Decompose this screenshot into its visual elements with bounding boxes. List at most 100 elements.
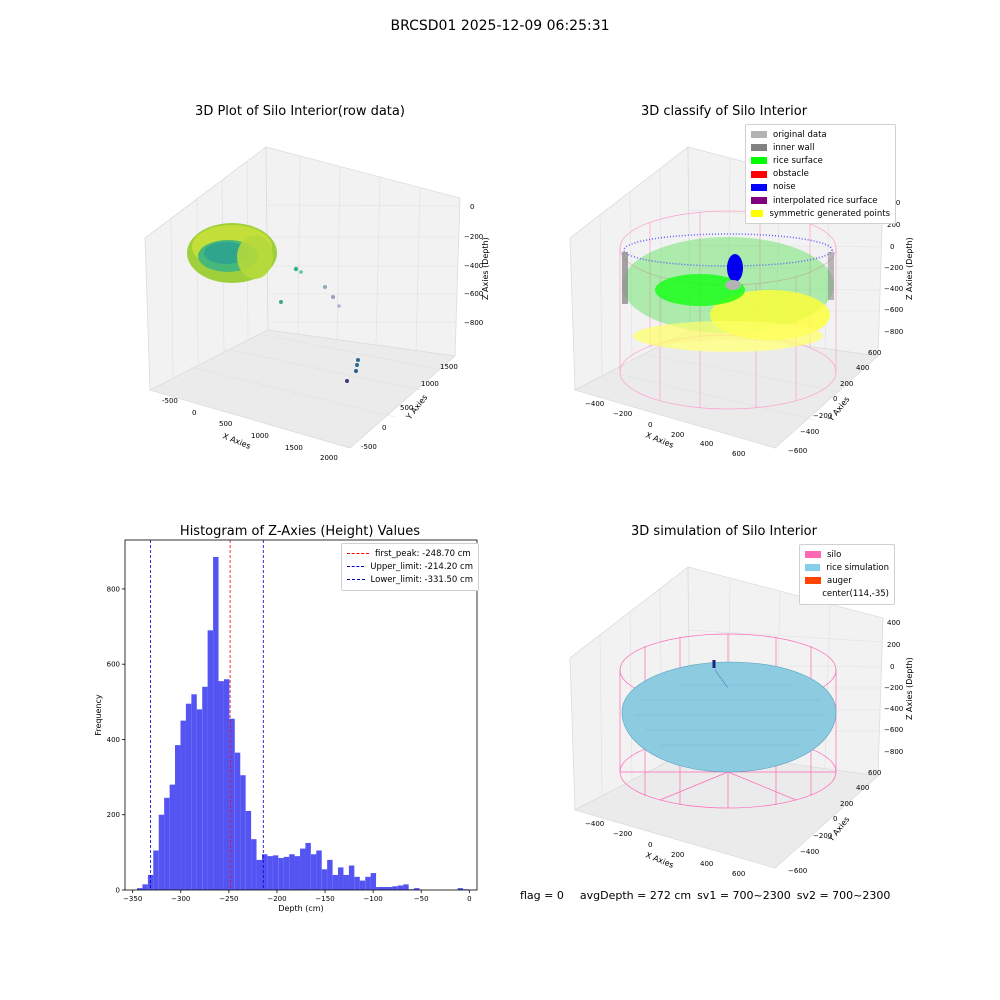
histogram-bar bbox=[283, 856, 290, 890]
raw-z-axis-label: Z Axies (Depth) bbox=[481, 237, 490, 300]
legend-item: silo bbox=[805, 548, 889, 561]
legend-item: rice simulation bbox=[805, 561, 889, 574]
histogram-bars bbox=[137, 556, 469, 890]
legend-label: first_peak: -248.70 cm bbox=[375, 548, 471, 559]
x-tick-label: 0 bbox=[192, 409, 196, 417]
histogram-bar bbox=[370, 873, 377, 890]
y-tick-label: 1500 bbox=[440, 363, 458, 371]
simulation-rice-surface bbox=[621, 661, 837, 773]
z-tick-label: −800 bbox=[884, 748, 903, 756]
legend-item: obstacle bbox=[751, 168, 890, 181]
legend-item: symmetric generated points bbox=[751, 207, 890, 220]
legend-label: inner wall bbox=[773, 142, 815, 153]
raw-x-tick-labels: -500 0 500 1000 1500 2000 bbox=[162, 397, 338, 462]
histogram-bar bbox=[218, 681, 224, 890]
simulation-legend: silo rice simulation auger center(114,-3… bbox=[799, 544, 895, 605]
z-tick-label: 0 bbox=[890, 243, 894, 251]
histogram-bar bbox=[397, 885, 404, 890]
x-tick-label: 1000 bbox=[251, 432, 269, 440]
y-tick-label: -500 bbox=[361, 443, 377, 451]
legend-line bbox=[347, 566, 365, 568]
z-tick-label: −600 bbox=[884, 726, 903, 734]
flag-text: flag = 0 bbox=[520, 889, 564, 902]
histogram-bar bbox=[229, 718, 235, 890]
legend-label: interpolated rice surface bbox=[773, 195, 878, 206]
legend-swatch bbox=[751, 183, 767, 191]
legend-item: original data bbox=[751, 128, 890, 141]
z-tick-label: −600 bbox=[884, 306, 903, 314]
histogram-bar bbox=[348, 865, 355, 890]
y-tick-label: 0 bbox=[833, 815, 837, 823]
legend-label: original data bbox=[773, 129, 827, 140]
x-tick-label: −300 bbox=[171, 895, 190, 903]
x-tick-label: −250 bbox=[219, 895, 238, 903]
classify-z-axis-label: Z Axies (Depth) bbox=[905, 237, 914, 300]
legend-label: silo bbox=[827, 549, 842, 560]
x-tick-label: 500 bbox=[219, 420, 232, 428]
z-tick-label: −600 bbox=[464, 290, 483, 298]
classify-panel-title: 3D classify of Silo Interior bbox=[640, 104, 808, 119]
legend-item: auger bbox=[805, 574, 889, 587]
y-tick-label: 200 bbox=[840, 380, 853, 388]
classify-points bbox=[622, 233, 834, 352]
legend-label: rice surface bbox=[773, 155, 823, 166]
classify-y-axis-label: Y Axies bbox=[826, 395, 852, 424]
simulation-axes-panes bbox=[569, 566, 884, 869]
histogram-bar bbox=[316, 850, 322, 890]
legend-item: interpolated rice surface bbox=[751, 194, 890, 207]
x-tick-label: 2000 bbox=[320, 454, 338, 462]
legend-swatch bbox=[751, 157, 767, 165]
histogram-frame bbox=[124, 539, 478, 891]
histogram-bar bbox=[164, 797, 170, 890]
x-tick-label: 0 bbox=[467, 895, 471, 903]
histogram-bar bbox=[158, 814, 165, 890]
histogram-bar bbox=[175, 745, 181, 890]
histogram-x-ticks: −350 −300 −250 −200 −150 −100 −50 0 bbox=[123, 890, 472, 903]
legend-item: first_peak: -248.70 cm bbox=[347, 547, 473, 560]
histogram-bar bbox=[463, 889, 469, 890]
x-tick-label: −200 bbox=[613, 830, 632, 838]
z-tick-label: 0 bbox=[890, 663, 894, 671]
legend-item: noise bbox=[751, 181, 890, 194]
y-tick-label: 1000 bbox=[421, 380, 439, 388]
x-tick-label: −100 bbox=[364, 895, 383, 903]
histogram-title: Histogram of Z-Axies (Height) Values bbox=[179, 524, 421, 539]
classify-x-axis-label: X Axies bbox=[644, 431, 675, 450]
simulation-y-axis-label: Y Axies bbox=[826, 815, 852, 844]
avg-depth-text: avgDepth = 272 cm bbox=[579, 889, 692, 902]
z-tick-label: 200 bbox=[887, 641, 900, 649]
histogram-bar bbox=[386, 886, 393, 890]
histogram-bar bbox=[310, 854, 317, 890]
legend-label: auger bbox=[827, 575, 852, 586]
x-tick-label: −200 bbox=[267, 895, 286, 903]
histogram-bar bbox=[267, 856, 273, 890]
legend-swatch bbox=[805, 551, 821, 559]
histogram-bar bbox=[223, 679, 230, 890]
x-tick-label: 600 bbox=[732, 450, 745, 458]
histogram-bar bbox=[153, 850, 159, 890]
legend-swatch bbox=[751, 131, 767, 139]
histogram-bar bbox=[234, 752, 241, 890]
z-tick-label: −200 bbox=[884, 264, 903, 272]
histogram-bar bbox=[321, 869, 328, 890]
y-tick-label: 400 bbox=[856, 784, 869, 792]
legend-item: inner wall bbox=[751, 141, 890, 154]
histogram-y-ticks: 0 200 400 600 800 bbox=[107, 585, 125, 895]
simulation-silo-wireframe bbox=[619, 633, 837, 809]
histogram-bar bbox=[272, 855, 279, 890]
simulation-z-axis-label: Z Axies (Depth) bbox=[905, 657, 914, 720]
legend-item: rice surface bbox=[751, 154, 890, 167]
histogram-bar bbox=[365, 876, 371, 890]
y-tick-label: −200 bbox=[813, 412, 832, 420]
raw-gridlines bbox=[170, 155, 461, 418]
y-tick-label: 600 bbox=[868, 769, 881, 777]
simulation-x-axis-label: X Axies bbox=[644, 851, 675, 870]
sv1-text: sv1 = 700~2300 bbox=[697, 889, 791, 902]
histogram-bar bbox=[142, 884, 148, 890]
y-tick-label: −400 bbox=[800, 848, 819, 856]
histogram-bar bbox=[191, 694, 197, 890]
histogram-bar bbox=[213, 556, 219, 890]
x-tick-label: 0 bbox=[648, 421, 652, 429]
histogram-bar bbox=[240, 775, 246, 890]
x-tick-label: 200 bbox=[671, 851, 684, 859]
